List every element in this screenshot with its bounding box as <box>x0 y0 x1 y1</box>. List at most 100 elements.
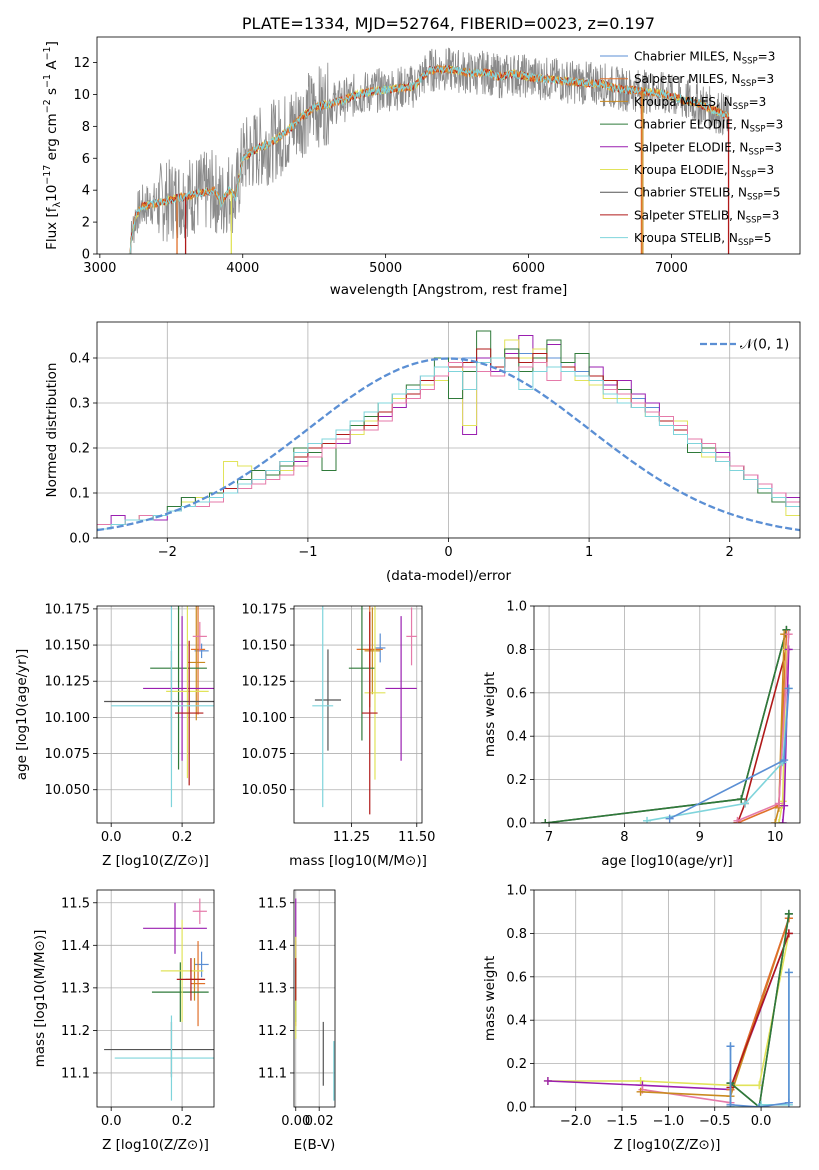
y-tick-label: 0.4 <box>506 1014 527 1029</box>
y-axis-label: Normed distribution <box>44 363 60 498</box>
legend-sub: SSP <box>742 57 758 67</box>
axes-frame <box>96 36 801 255</box>
y-tick-label: 11.3 <box>61 981 90 996</box>
y-axis-label: mass weight <box>482 956 498 1041</box>
x-tick-label: 0.2 <box>172 1114 193 1129</box>
y-tick-label: 10.125 <box>45 675 91 690</box>
weight-line <box>729 913 790 1107</box>
y-axis-label-part: −17 <box>42 165 53 185</box>
plus-marker <box>780 756 789 765</box>
grid <box>534 890 800 1107</box>
x-axis-label: (data-model)/error <box>386 568 512 584</box>
x-tick-label: 1 <box>585 545 593 560</box>
grid <box>294 606 422 823</box>
plus-marker <box>774 799 783 808</box>
x-tick-label: 0.0 <box>101 1114 122 1129</box>
plus-marker <box>541 819 550 823</box>
axes-frame <box>293 889 336 1108</box>
legend-main: Salpeter ELODIE, N <box>634 140 748 154</box>
y-tick-label: 0.4 <box>69 352 90 367</box>
y-axis-label-part: Flux [f <box>44 206 60 250</box>
y-tick-label: 11.2 <box>61 1024 90 1039</box>
x-tick-label: 7000 <box>655 261 688 276</box>
panel-age_vs_mass: 11.25 11.50 10.050 10.075 10.100 10.125 10.150… <box>242 602 436 869</box>
axes-frame <box>293 605 423 824</box>
legend-sub: SSP <box>750 125 766 135</box>
x-tick-label: −2.0 <box>560 1114 592 1129</box>
errorbar-point <box>114 1015 214 1101</box>
y-tick-label: 0 <box>82 248 90 263</box>
errorbar-point <box>175 640 204 786</box>
y-tick-label: 10.075 <box>45 747 91 762</box>
axes-frame <box>96 605 215 824</box>
legend-main: Kroupa ELODIE, N <box>634 163 741 177</box>
y-tick-label: 11.1 <box>61 1066 90 1081</box>
x-tick-label: −1.0 <box>653 1114 685 1129</box>
weight-line <box>729 933 790 1088</box>
weight-series <box>726 968 793 1107</box>
y-tick-label: 11.4 <box>258 939 287 954</box>
errorbar-point <box>143 616 214 761</box>
legend-main: Salpeter MILES, N <box>634 72 741 86</box>
legend-tail: =3 <box>762 208 780 222</box>
y-tick-label: 0.1 <box>69 487 90 502</box>
errorbar-point <box>150 606 207 770</box>
x-tick-label: 9 <box>696 830 704 845</box>
x-tick-label: 11.50 <box>398 830 435 845</box>
plus-marker <box>755 1103 764 1107</box>
grid <box>97 890 214 1107</box>
x-tick-label: 0.00 <box>281 1114 310 1129</box>
y-tick-label: 0.4 <box>506 730 527 745</box>
weight-line <box>729 972 790 1107</box>
x-axis-label: wavelength [Angstrom, rest frame] <box>330 282 568 298</box>
errorbar-point <box>192 898 207 925</box>
weight-line <box>646 688 790 822</box>
x-tick-label: 6000 <box>512 261 545 276</box>
y-tick-label: 6 <box>82 152 90 167</box>
panel-spectrum: 3000 4000 5000 6000 7000 0 2 4 6 8 10 12 PLATE=1334,… <box>42 14 801 298</box>
plus-marker <box>636 1076 645 1085</box>
plus-marker <box>757 1100 766 1107</box>
plus-marker <box>771 819 780 823</box>
plus-marker <box>778 819 787 823</box>
errorbar-point <box>406 607 417 666</box>
panel-mass_vs_EBV: 0.000.02 11.1 11.2 11.3 11.4 11.5 E(B-V) <box>258 889 336 1153</box>
legend-tail: =3 <box>764 140 782 154</box>
legend-main: Salpeter STELIB, N <box>634 208 746 222</box>
legend-entry: Kroupa STELIB, NSSP=5 <box>634 231 772 248</box>
y-tick-label: 0.2 <box>69 442 90 457</box>
legend-sub: SSP <box>746 215 762 225</box>
errorbar-point <box>190 606 206 715</box>
y-axis-label: age [log10(age/yr)] <box>14 649 30 781</box>
y-tick-label: 10.050 <box>242 783 288 798</box>
weight-series <box>733 630 793 823</box>
grid <box>294 890 335 1107</box>
legend: 𝒩(0, 1) <box>700 337 789 353</box>
plus-marker <box>636 1087 645 1096</box>
y-tick-label: 0.0 <box>69 532 90 547</box>
grid <box>534 606 800 823</box>
errorbar-point <box>194 951 209 978</box>
weight-series <box>726 968 793 1107</box>
legend-sub: SSP <box>738 238 754 248</box>
legend-main: Kroupa MILES, N <box>634 95 733 109</box>
weight-series <box>665 684 793 823</box>
plus-marker <box>665 814 674 823</box>
y-tick-label: 10.100 <box>242 711 288 726</box>
panel-weight_vs_Z: −2.0 −1.5 −1.0 −0.5 0.0 0.0 0.2 0.4 0.6 0.8 1.0 Z [… <box>482 884 801 1153</box>
x-tick-label: 0.2 <box>172 830 193 845</box>
legend-sub: SSP <box>747 193 763 203</box>
plot-area <box>97 606 214 823</box>
plot-area <box>534 606 800 823</box>
y-axis-label-part: ] <box>44 41 60 46</box>
grid <box>97 322 800 538</box>
y-tick-label: 10.175 <box>45 602 91 617</box>
y-tick-label: 10.175 <box>242 602 288 617</box>
weight-series <box>541 625 791 823</box>
x-axis-label: Z [log10(Z/Z⊙)] <box>102 853 209 869</box>
x-axis-label: Z [log10(Z/Z⊙)] <box>614 1137 721 1153</box>
legend-label: 𝒩(0, 1) <box>740 337 789 353</box>
x-axis-label: mass [log10(M/M⊙)] <box>289 853 427 869</box>
legend-tail: =3 <box>749 95 767 109</box>
plus-marker <box>774 819 783 823</box>
